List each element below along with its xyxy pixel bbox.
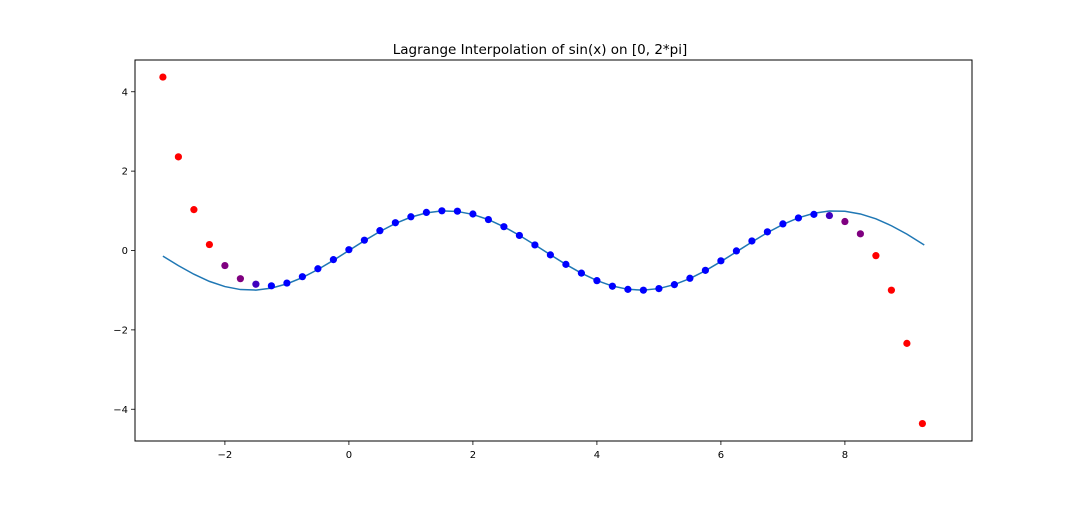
data-point [314,265,322,273]
data-point [283,279,291,287]
data-point [500,223,508,231]
x-tick-label: 6 [718,450,724,461]
data-point [717,257,725,265]
y-tick-label: 4 [122,87,128,98]
data-point [903,339,911,347]
data-point [562,260,570,268]
data-point [701,266,710,274]
axes: −2 0 2 4 6 8 −4 −2 0 2 4 [113,87,848,461]
data-point [732,247,741,255]
data-point [918,419,927,428]
data-point [298,273,306,281]
data-point [329,256,337,264]
data-point [345,246,353,254]
data-point [360,236,368,244]
data-point [686,274,694,282]
data-point [748,237,756,245]
data-point [546,251,555,259]
sin-curve-line [162,210,925,291]
data-point [484,215,492,224]
y-tick-label: 0 [122,246,128,257]
data-point [825,211,834,220]
data-point [252,280,260,288]
data-point [221,261,229,270]
x-tick-label: −2 [218,450,233,461]
data-point [515,231,524,240]
data-point [856,230,865,238]
y-tick-label: 2 [122,167,128,178]
data-point [159,73,167,81]
data-point [810,210,818,218]
data-point [577,269,586,277]
data-point [438,207,446,215]
data-point [670,281,679,289]
data-point [608,282,617,290]
data-point [407,213,415,221]
data-point [624,285,632,293]
data-point [872,252,880,260]
data-point [763,228,772,236]
x-tick-label: 0 [346,450,352,461]
y-tick-label: −4 [113,405,128,416]
data-point [655,285,663,293]
data-point [267,282,275,290]
y-tick-label: −2 [113,325,128,336]
data-point [469,210,477,218]
data-point [453,207,461,215]
plot-frame [134,59,973,442]
data-point [887,286,896,294]
data-point [779,220,787,228]
x-tick-label: 8 [842,450,848,461]
data-point [794,214,803,222]
chart-title: Lagrange Interpolation of sin(x) on [0, … [393,42,688,58]
x-tick-label: 4 [594,450,600,461]
data-point [174,153,182,161]
data-point [593,277,601,285]
data-point [391,219,399,227]
plot-area [159,73,927,428]
x-tick-label: 2 [470,450,476,461]
data-point [376,227,384,235]
data-point [205,240,213,249]
data-point [236,275,244,283]
data-point [190,206,198,214]
data-point [531,241,539,249]
data-point [841,217,849,226]
data-point [639,286,648,294]
data-point [422,208,430,216]
